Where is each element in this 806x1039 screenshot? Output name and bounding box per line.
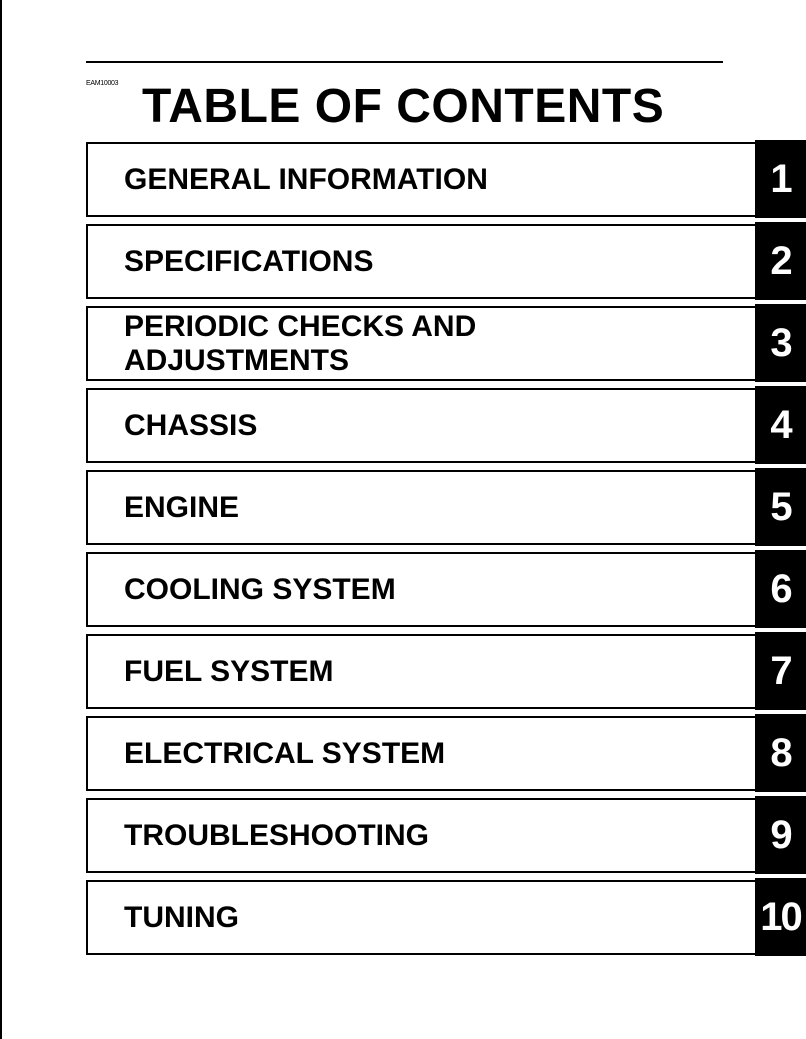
- chapter-number-tab[interactable]: 6: [755, 550, 806, 628]
- toc-entry-box: [86, 142, 758, 217]
- toc-entry-label[interactable]: TROUBLESHOOTING: [124, 818, 429, 852]
- toc-entry-label[interactable]: TUNING: [124, 900, 239, 934]
- toc-entry-label[interactable]: ENGINE: [124, 490, 240, 524]
- toc-entry-box: [86, 716, 758, 791]
- chapter-number-tab[interactable]: 4: [755, 386, 806, 464]
- toc-entry[interactable]: PERIODIC CHECKS AND ADJUSTMENTS 3: [86, 304, 806, 382]
- toc-entry[interactable]: SPECIFICATIONS 2: [86, 222, 806, 300]
- page-edge-line: [0, 0, 2, 1039]
- toc-entry[interactable]: ENGINE 5: [86, 468, 806, 546]
- toc-entry-label[interactable]: CHASSIS: [124, 408, 258, 442]
- chapter-number-tab[interactable]: 3: [755, 304, 806, 382]
- toc-entry[interactable]: ELECTRICAL SYSTEM 8: [86, 714, 806, 792]
- page-title: TABLE OF CONTENTS: [142, 80, 665, 133]
- toc-entry-label[interactable]: ELECTRICAL SYSTEM: [124, 736, 446, 770]
- toc-entry-box: [86, 470, 758, 545]
- toc-entry-label[interactable]: SPECIFICATIONS: [124, 244, 374, 278]
- toc-entry[interactable]: FUEL SYSTEM 7: [86, 632, 806, 710]
- chapter-number-tab[interactable]: 7: [755, 632, 806, 710]
- toc-entry-box: [86, 634, 758, 709]
- toc-entry-box: [86, 552, 758, 627]
- toc-entry-label[interactable]: FUEL SYSTEM: [124, 654, 334, 688]
- toc-entry[interactable]: GENERAL INFORMATION 1: [86, 140, 806, 218]
- chapter-number-tab[interactable]: 1: [755, 140, 806, 218]
- toc-entry-box: [86, 880, 758, 955]
- toc-entry[interactable]: TUNING 10: [86, 878, 806, 956]
- chapter-number-tab[interactable]: 8: [755, 714, 806, 792]
- toc-entry-box: [86, 388, 758, 463]
- toc-entry[interactable]: COOLING SYSTEM 6: [86, 550, 806, 628]
- toc-entry-label[interactable]: COOLING SYSTEM: [124, 572, 396, 606]
- toc-entry-box: [86, 798, 758, 873]
- toc-entry-label[interactable]: PERIODIC CHECKS AND ADJUSTMENTS: [124, 309, 477, 377]
- chapter-number-tab[interactable]: 10: [755, 878, 806, 956]
- document-code: EAM10003: [86, 80, 119, 87]
- chapter-number-tab[interactable]: 2: [755, 222, 806, 300]
- chapter-number-tab[interactable]: 9: [755, 796, 806, 874]
- toc-entry[interactable]: CHASSIS 4: [86, 386, 806, 464]
- toc-entry-box: [86, 224, 758, 299]
- toc-entry[interactable]: TROUBLESHOOTING 9: [86, 796, 806, 874]
- toc-entry-box: [86, 306, 758, 381]
- toc-entry-label[interactable]: GENERAL INFORMATION: [124, 162, 488, 196]
- chapter-number-tab[interactable]: 5: [755, 468, 806, 546]
- header-rule: [86, 61, 723, 63]
